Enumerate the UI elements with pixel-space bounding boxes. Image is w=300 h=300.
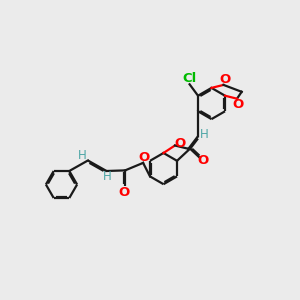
Text: O: O bbox=[219, 73, 230, 86]
Text: H: H bbox=[103, 170, 112, 184]
Text: O: O bbox=[174, 136, 186, 150]
Text: H: H bbox=[200, 128, 209, 142]
Text: O: O bbox=[198, 154, 209, 167]
Text: O: O bbox=[232, 98, 244, 111]
Text: O: O bbox=[118, 186, 129, 199]
Text: O: O bbox=[138, 151, 150, 164]
Text: Cl: Cl bbox=[182, 72, 197, 85]
Text: H: H bbox=[78, 148, 87, 162]
